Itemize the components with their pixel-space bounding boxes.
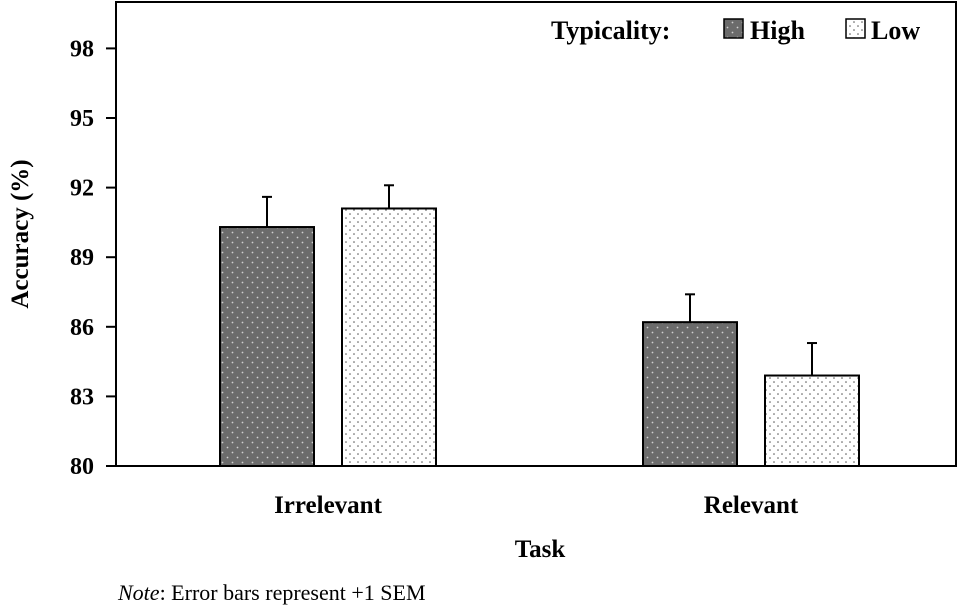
x-tick-label: Irrelevant: [274, 492, 383, 519]
bar-low-relevant: [764, 374, 860, 467]
bars: [219, 184, 860, 467]
category-labels: Irrelevant Relevant: [274, 492, 799, 519]
y-tick-label: 92: [70, 176, 94, 202]
legend-label-high: High: [750, 16, 805, 45]
y-tick-label: 95: [70, 106, 94, 132]
note-prefix: Note: [118, 580, 160, 605]
figure-note: Note: Error bars represent +1 SEM: [118, 580, 426, 606]
y-axis-title: Accuracy (%): [7, 159, 34, 308]
y-tick-label: 86: [70, 315, 94, 341]
x-axis-title: Task: [515, 536, 566, 563]
y-tick-label: 98: [70, 36, 94, 62]
y-tick-label: 80: [70, 454, 94, 480]
note-text: : Error bars represent +1 SEM: [159, 580, 426, 605]
bar-low-irrelevant: [341, 207, 437, 467]
legend-title: Typicality:: [551, 16, 670, 45]
y-tick-label: 83: [70, 384, 94, 410]
plot-frame: [115, 1, 957, 467]
x-tick-label: Relevant: [704, 492, 799, 519]
legend-swatch-high: [723, 18, 744, 39]
bar-high-relevant: [642, 321, 738, 467]
bar-high-irrelevant: [219, 226, 315, 467]
y-ticks: 80 83 86 89 92 95 98: [70, 36, 116, 480]
legend-label-low: Low: [871, 16, 920, 45]
legend: Typicality: High Low: [551, 16, 920, 45]
legend-swatch-low: [845, 18, 866, 39]
y-tick-label: 89: [70, 245, 94, 271]
